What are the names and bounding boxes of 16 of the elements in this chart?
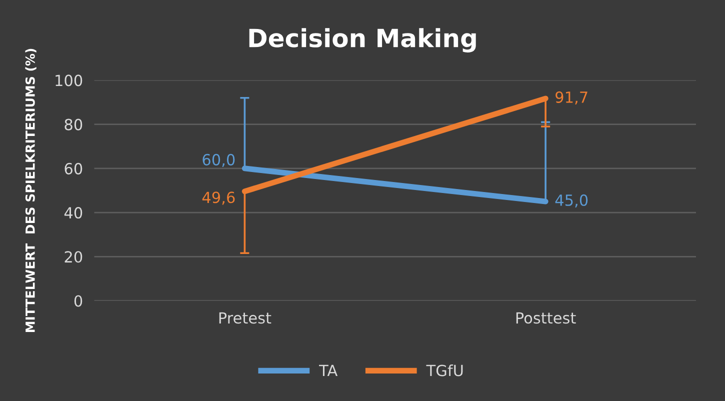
data-label: 45,0	[555, 194, 588, 208]
y-tick-label: 100	[56, 74, 82, 86]
data-label: 91,7	[556, 91, 588, 104]
chart-title: Decision Making	[249, 28, 476, 52]
data-label: 60,0	[202, 154, 235, 168]
y-tick-label: 60	[64, 162, 82, 174]
x-tick-label: Pretest	[219, 312, 272, 324]
data-label: 49,6	[202, 192, 235, 205]
legend-label: TGfU	[426, 364, 463, 376]
y-tick-label: 20	[64, 251, 82, 263]
y-axis-title: MITTELWERT DES SPIELKRITERIUMS (%)	[25, 48, 36, 332]
y-tick-label: 40	[64, 206, 82, 219]
y-tick-label: 0	[74, 295, 82, 307]
legend-label: TA	[319, 364, 338, 376]
x-tick-label: Posttest	[516, 312, 576, 324]
y-tick-label: 80	[64, 118, 82, 130]
